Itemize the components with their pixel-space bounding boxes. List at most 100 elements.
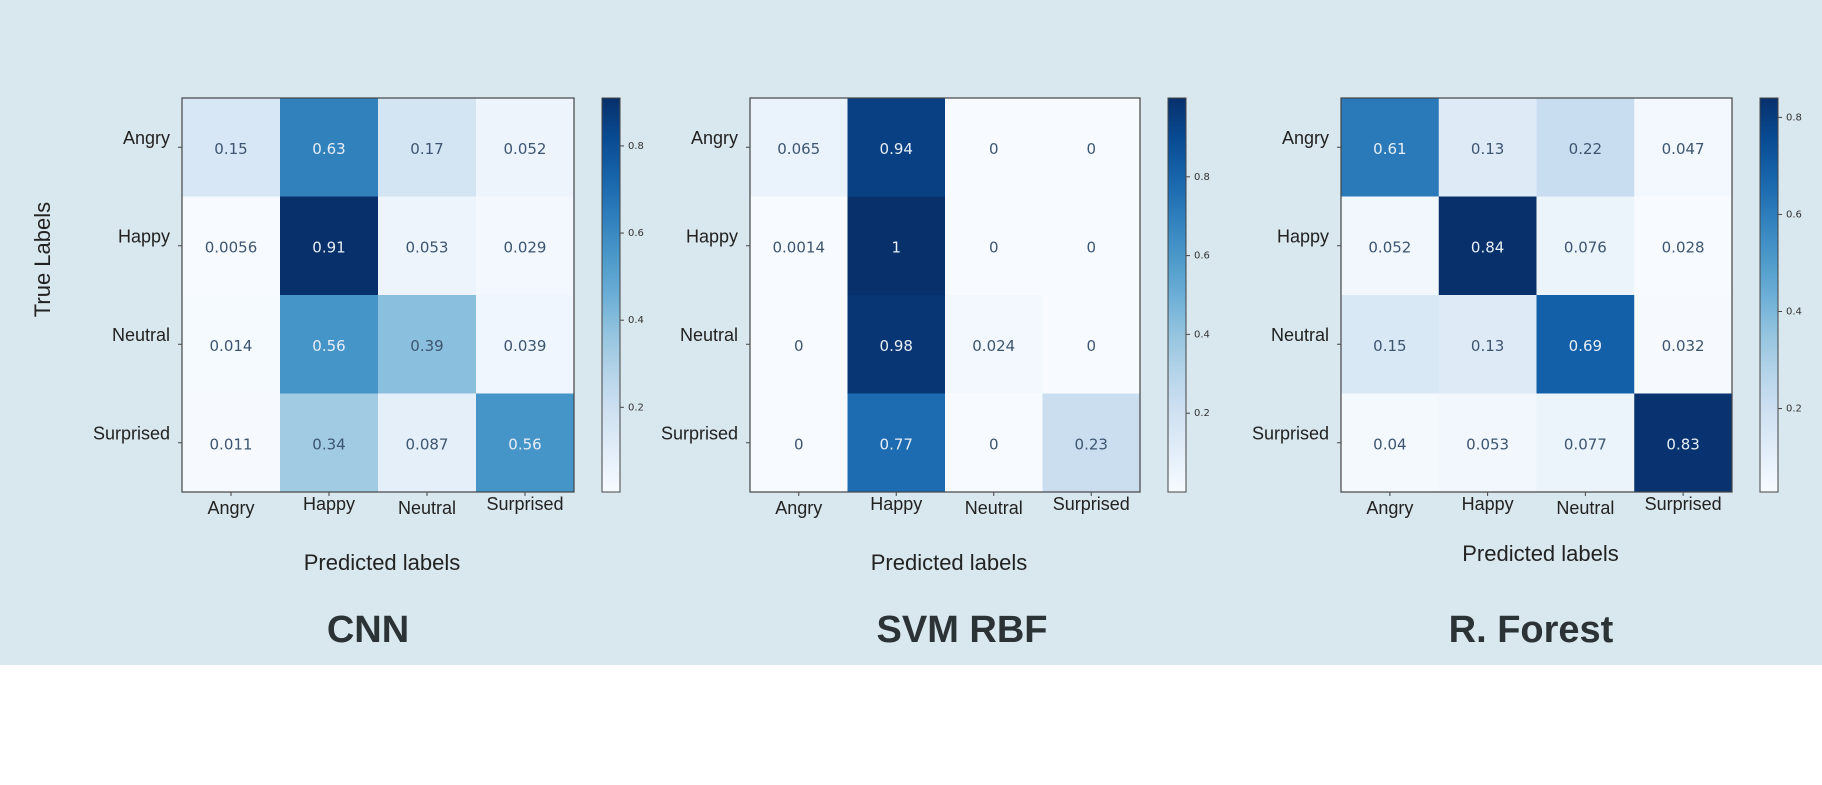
heatmap-cell	[1042, 393, 1141, 493]
heatmap-cell	[945, 295, 1043, 394]
confusion-matrix-2: 0.61 0.13 0.22 0.047 0.052 0.84 0.076 0.028 0.15…	[1252, 97, 1802, 651]
heatmap-cell	[476, 196, 575, 296]
colorbar-tick-label: 0.2	[628, 402, 644, 413]
cell-value-label: 0	[794, 435, 804, 453]
cell-value-label: 0.98	[880, 337, 913, 355]
cell-value-label: 0.065	[777, 140, 820, 158]
cell-value-label: 0.053	[1466, 435, 1509, 453]
row-tick-label: Neutral	[1271, 325, 1329, 345]
x-axis-label: Predicted labels	[871, 550, 1028, 575]
colorbar-tick-label: 0.4	[1786, 306, 1802, 317]
cell-value-label: 0.91	[312, 238, 345, 256]
heatmap-cell	[280, 196, 379, 296]
heatmap-cell	[280, 98, 379, 197]
heatmap-cell	[378, 295, 477, 394]
cell-value-label: 0.15	[214, 140, 247, 158]
heatmap-cell	[476, 295, 575, 394]
col-tick-label: Surprised	[486, 494, 563, 514]
col-tick-label: Neutral	[398, 498, 456, 518]
row-tick-label: Angry	[123, 128, 170, 148]
heatmap-cell	[945, 98, 1043, 197]
heatmap-cell	[182, 295, 281, 394]
cell-value-label: 0.0014	[773, 238, 826, 256]
cell-value-label: 0.69	[1569, 337, 1602, 355]
cell-value-label: 0.052	[1368, 238, 1411, 256]
cell-value-label: 0.0056	[205, 238, 258, 256]
heatmap-cell	[280, 295, 379, 394]
colorbar: 0.2 0.4 0.6 0.8	[601, 97, 644, 493]
cell-value-label: 0.17	[410, 140, 443, 158]
colorbar-tick-label: 0.4	[1194, 329, 1210, 340]
heatmap-cell	[1042, 196, 1141, 296]
x-axis-label: Predicted labels	[304, 550, 461, 575]
cell-value-label: 0.087	[406, 435, 449, 453]
cell-value-label: 0	[989, 435, 999, 453]
cell-value-label: 0	[794, 337, 804, 355]
heatmap-cell	[1536, 196, 1635, 296]
col-tick-label: Angry	[1366, 498, 1413, 518]
cell-value-label: 0.61	[1373, 140, 1406, 158]
row-tick-label: Neutral	[112, 325, 170, 345]
heatmap-cell	[945, 196, 1043, 296]
confusion-matrix-figure: 0.15 0.63 0.17 0.052 0.0056 0.91 0.053 0.029 0.0…	[30, 97, 1802, 651]
heatmap-cell	[1634, 98, 1733, 197]
heatmap-cell	[847, 196, 946, 296]
heatmap-cell	[1438, 98, 1537, 197]
heatmap-cell	[1341, 196, 1440, 296]
cell-value-label: 0.13	[1471, 140, 1504, 158]
matrix-frame	[749, 97, 1141, 493]
cell-value-label: 0.13	[1471, 337, 1504, 355]
colorbar: 0.2 0.4 0.6 0.8	[1167, 97, 1210, 493]
heatmap-cell	[1634, 393, 1733, 493]
cell-value-label: 0	[1086, 238, 1096, 256]
cell-value-label: 0.84	[1471, 238, 1504, 256]
colorbar-tick-label: 0.8	[1786, 112, 1802, 123]
col-tick-label: Happy	[870, 494, 922, 514]
cell-value-label: 0.15	[1373, 337, 1406, 355]
row-tick-label: Happy	[686, 227, 738, 247]
heatmap-cell	[1438, 393, 1537, 493]
cell-value-label: 0	[1086, 337, 1096, 355]
col-tick-label: Neutral	[1556, 498, 1614, 518]
cell-value-label: 0.63	[312, 140, 345, 158]
chart-title: CNN	[327, 609, 409, 651]
row-tick-label: Surprised	[661, 424, 738, 444]
cell-value-label: 0.56	[508, 435, 541, 453]
row-tick-label: Angry	[1282, 128, 1329, 148]
colorbar-scale	[1759, 97, 1779, 493]
heatmap-cell	[1634, 295, 1733, 394]
heatmap-cell	[476, 98, 575, 197]
heatmap-cell	[1634, 196, 1733, 296]
cell-value-label: 0.04	[1373, 435, 1406, 453]
heatmap-cell	[750, 393, 848, 493]
cell-value-label: 0.028	[1662, 238, 1705, 256]
cell-value-label: 0	[989, 238, 999, 256]
confusion-matrix-0: 0.15 0.63 0.17 0.052 0.0056 0.91 0.053 0.029 0.0…	[30, 97, 644, 651]
heatmap-cell	[1536, 295, 1635, 394]
confusion-matrix-1: 0.065 0.94 0 0 0.0014 1 0 0 0 0.98 0.024 0 0 0.77 0 0.2…	[661, 97, 1210, 651]
cell-value-label: 0.039	[504, 337, 547, 355]
colorbar-tick-label: 0.6	[1786, 209, 1802, 220]
row-tick-label: Surprised	[1252, 424, 1329, 444]
col-tick-label: Surprised	[1645, 494, 1722, 514]
heatmap-cell	[378, 196, 477, 296]
heatmap-cell	[182, 393, 281, 493]
heatmap-cell	[847, 393, 946, 493]
cell-value-label: 0.39	[410, 337, 443, 355]
heatmap-cell	[1341, 98, 1440, 197]
heatmap-cell	[750, 98, 848, 197]
y-axis-label: True Labels	[30, 202, 55, 317]
row-tick-label: Neutral	[680, 325, 738, 345]
cell-value-label: 0.024	[972, 337, 1015, 355]
cell-value-label: 0.032	[1662, 337, 1705, 355]
cell-value-label: 0.77	[880, 435, 913, 453]
cell-value-label: 0	[1086, 140, 1096, 158]
colorbar-tick-label: 0.4	[628, 315, 644, 326]
cell-value-label: 0.22	[1569, 140, 1602, 158]
heatmap-cell	[1536, 98, 1635, 197]
colorbar-scale	[1167, 97, 1187, 493]
cell-value-label: 0.94	[880, 140, 913, 158]
heatmap-cell	[1438, 295, 1537, 394]
heatmap-cell	[378, 393, 477, 493]
cell-value-label: 0.34	[312, 435, 345, 453]
